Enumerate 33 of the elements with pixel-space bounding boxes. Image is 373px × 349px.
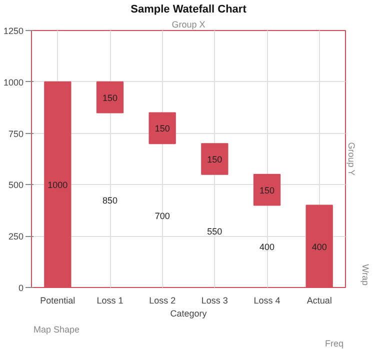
y-tick-label: 500 (8, 180, 24, 190)
text: Group X (172, 20, 206, 30)
annotation: 850 (102, 196, 118, 206)
y-tick-label: 250 (8, 232, 24, 242)
annotation: 550 (207, 226, 222, 236)
bar (201, 143, 228, 175)
data-label: 150 (102, 92, 118, 103)
x-tick-label: Loss 1 (96, 296, 124, 306)
annotation: 400 (259, 242, 275, 252)
x-tick-label: Potential (40, 296, 76, 306)
text: Wrap (360, 264, 370, 286)
x-tick-label: Loss 2 (149, 296, 176, 306)
x-tick-label: Actual (306, 296, 332, 306)
y-tick-label: 1000 (3, 77, 24, 88)
text: Group Y (346, 142, 356, 176)
data-label: 150 (154, 124, 170, 134)
text: Freq (324, 338, 344, 348)
data-label: 1000 (48, 180, 68, 190)
bar (148, 112, 176, 144)
text: Map Shape (34, 324, 80, 334)
x-tick-label: Loss 4 (254, 296, 280, 306)
x-tick-label: Loss 3 (201, 296, 228, 306)
y-tick-label: 1250 (3, 26, 24, 36)
bar (96, 81, 124, 114)
chart-title: Sample Watefall Chart (130, 4, 247, 16)
data-label: 150 (259, 185, 275, 196)
bar (253, 174, 281, 206)
data-label: 150 (207, 154, 222, 164)
annotation: 700 (154, 211, 170, 222)
y-tick-label: 750 (8, 128, 24, 139)
data-label: 400 (312, 242, 327, 252)
x-axis-title: Category (170, 308, 208, 318)
y-tick-label: 0 (18, 283, 24, 293)
